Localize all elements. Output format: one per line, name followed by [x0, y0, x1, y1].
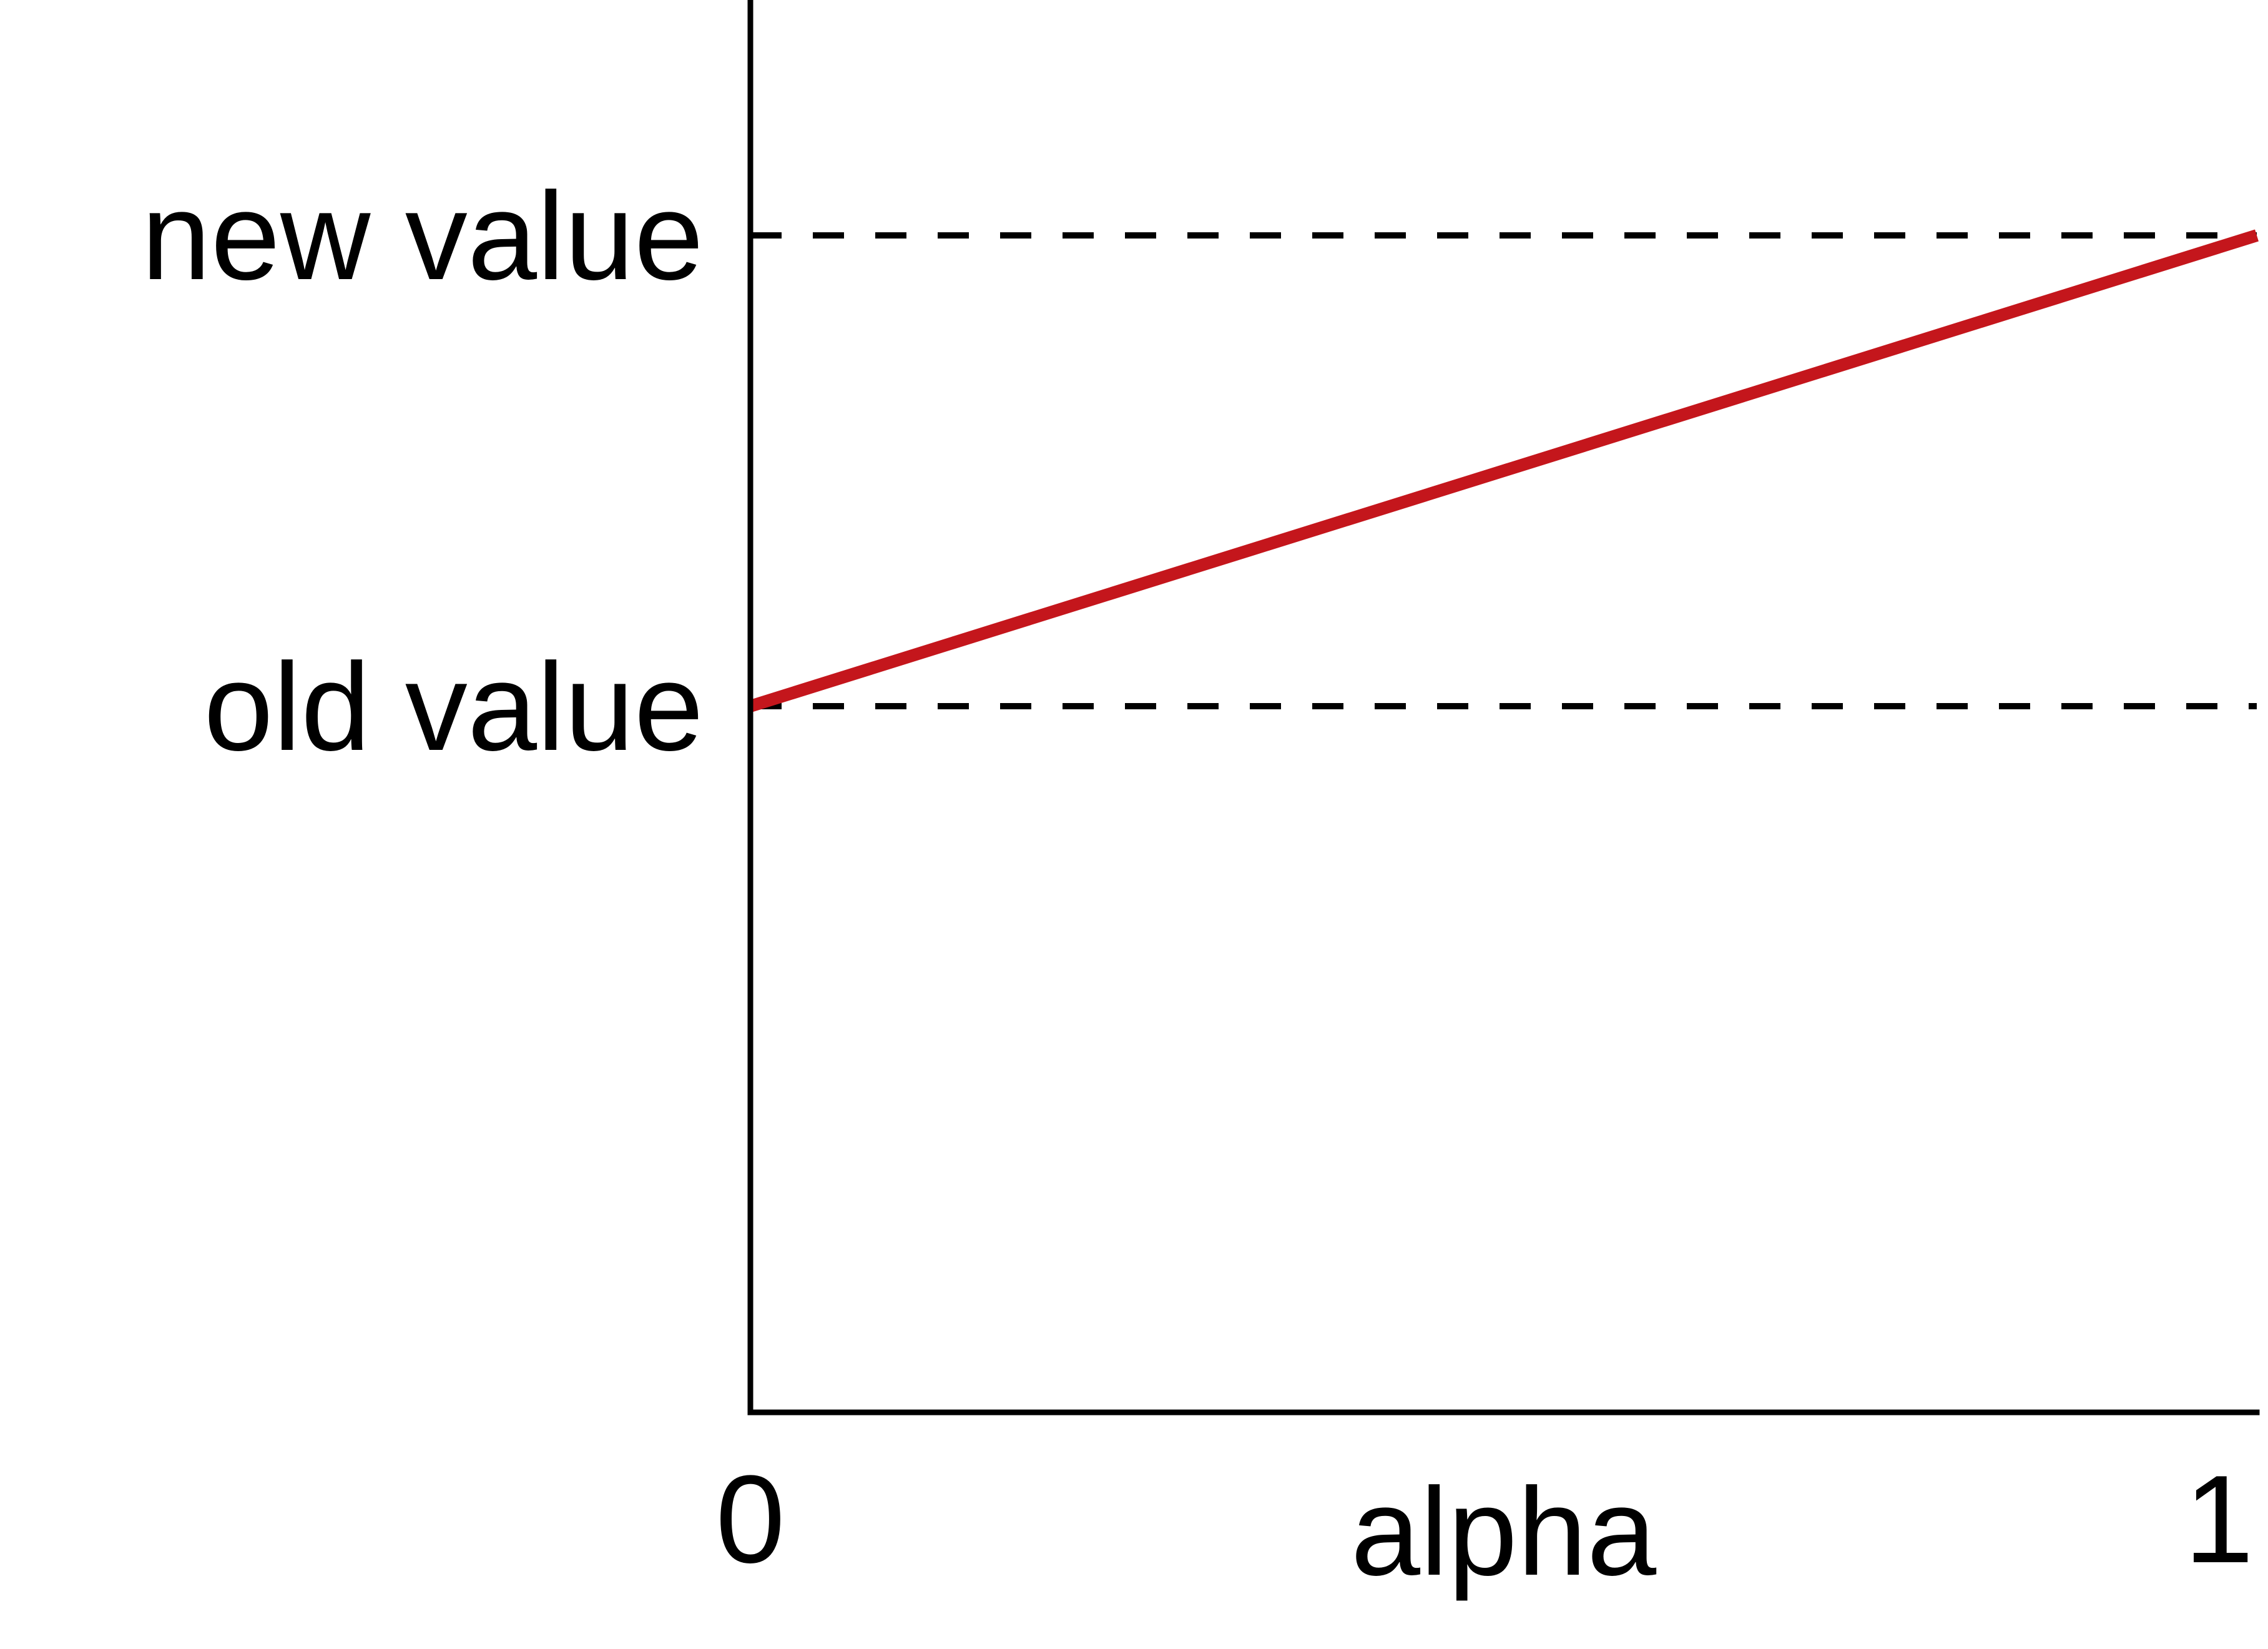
series-line-1: [749, 229, 2259, 712]
tick-labels: old value new value 0 1: [141, 167, 2254, 1589]
x-tick-label-2: 1: [2184, 1450, 2254, 1589]
y-tick-label-2: new value: [141, 167, 704, 306]
reference-lines: [750, 232, 2257, 709]
x-tick-label-1: 0: [715, 1450, 785, 1589]
y-tick-label-1: old value: [204, 637, 704, 777]
series-layer: [749, 229, 2259, 712]
axes: [747, 0, 2260, 1415]
x-axis-label: alpha: [1351, 1462, 1657, 1602]
